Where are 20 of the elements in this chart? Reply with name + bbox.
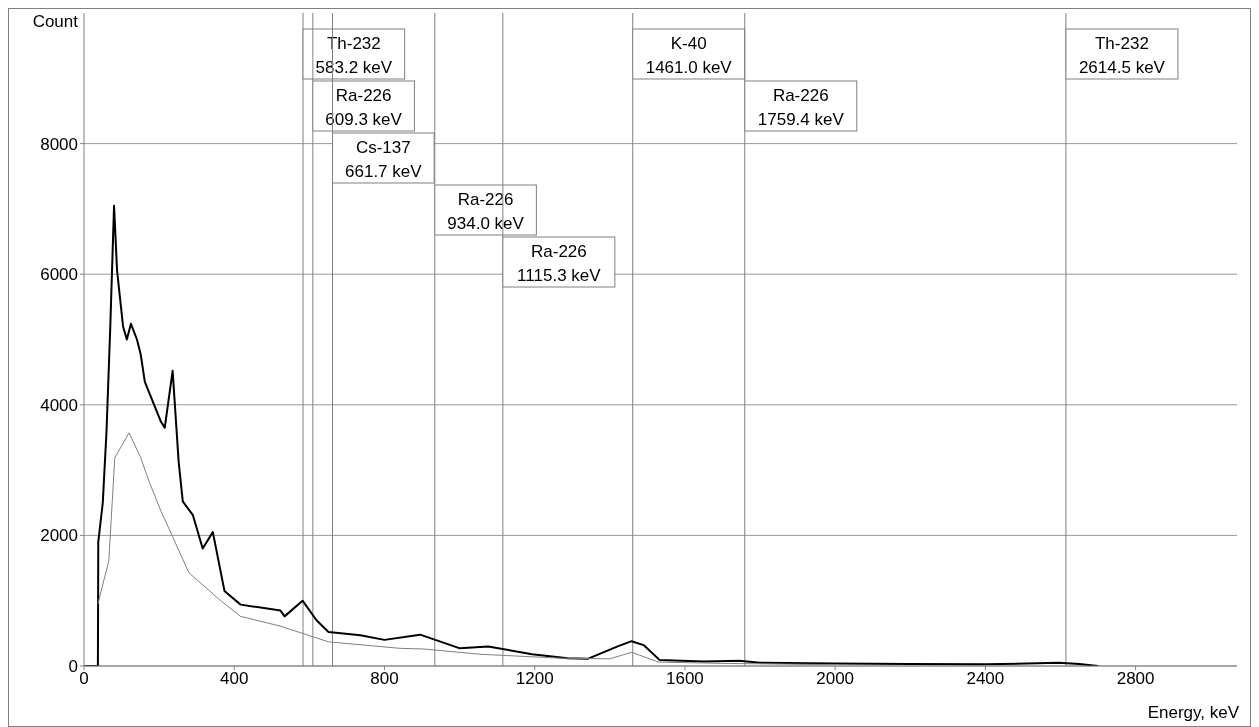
x-tick-label: 400 xyxy=(220,669,249,689)
x-axis-title: Energy, keV xyxy=(1147,703,1240,722)
ref-line-label: K-40 1461.0 keV xyxy=(645,34,733,77)
y-tick-label: 6000 xyxy=(40,265,78,285)
x-tick-label: 1600 xyxy=(666,669,704,689)
ref-line-label: Ra-226 609.3 keV xyxy=(325,86,403,129)
ref-line-label: Ra-226 1115.3 keV xyxy=(517,242,602,285)
x-tick-label: 1200 xyxy=(515,669,554,689)
y-tick-label: 8000 xyxy=(40,134,78,154)
y-tick-label: 4000 xyxy=(40,395,78,415)
ref-line-label: Ra-226 934.0 keV xyxy=(447,190,525,233)
y-axis-title: Count xyxy=(32,12,79,31)
ref-line-label: Th-232 2614.5 keV xyxy=(1078,34,1166,77)
ref-line-label: Cs-137 661.7 keV xyxy=(345,138,423,181)
y-tick-label: 2000 xyxy=(40,526,78,546)
x-tick-label: 2800 xyxy=(1116,669,1155,689)
x-tick-label: 800 xyxy=(370,669,399,689)
x-tick-label: 2400 xyxy=(966,669,1005,689)
ref-line-label: Ra-226 1759.4 keV xyxy=(757,86,845,129)
x-tick-label: 2000 xyxy=(816,669,855,689)
